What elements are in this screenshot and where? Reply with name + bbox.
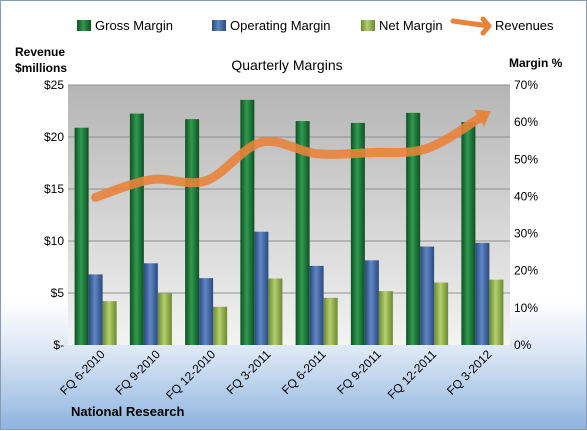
legend-label-net-margin: Net Margin <box>379 18 443 33</box>
bar-net-margin-2 <box>158 293 172 345</box>
bar-net-margin-8 <box>489 280 503 345</box>
left-tick-label: $- <box>53 338 64 352</box>
legend-label-revenues: Revenues <box>495 18 554 33</box>
bar-operating-margin-7 <box>420 247 434 345</box>
bar-gross-margin-4 <box>240 100 254 345</box>
bar-net-margin-3 <box>213 307 227 345</box>
chart-title: Quarterly Margins <box>231 57 342 73</box>
right-tick-label: 30% <box>514 227 538 241</box>
left-axis-title-line1: Revenue <box>15 45 65 59</box>
left-tick-label: $25 <box>44 78 64 92</box>
bar-operating-margin-8 <box>475 243 489 345</box>
x-tick-label: FQ 9-2010 <box>113 347 164 398</box>
right-tick-label: 40% <box>514 189 538 203</box>
legend-swatch-gross-margin <box>77 20 91 31</box>
legend-swatch-operating-margin <box>212 20 226 31</box>
bar-net-margin-4 <box>268 279 282 345</box>
right-axis-title: Margin % <box>509 56 563 70</box>
left-tick-label: $15 <box>44 182 64 196</box>
bar-operating-margin-3 <box>199 278 213 345</box>
source-label: National Research <box>71 404 184 419</box>
x-tick-label: FQ 12-2011 <box>385 347 440 402</box>
legend: Gross Margin Operating Margin Net Margin… <box>77 18 554 33</box>
bar-gross-margin-2 <box>130 114 144 345</box>
bar-gross-margin-1 <box>75 128 89 345</box>
left-tick-label: $10 <box>44 234 64 248</box>
legend-swatch-revenues <box>453 19 489 33</box>
bar-gross-margin-3 <box>185 119 199 345</box>
right-tick-label: 50% <box>514 152 538 166</box>
x-tick-label: FQ 9-2011 <box>334 347 384 397</box>
bar-operating-margin-5 <box>310 266 324 345</box>
right-tick-label: 60% <box>514 115 538 129</box>
x-tick-label: FQ 12-2010 <box>163 347 218 402</box>
bar-operating-margin-1 <box>89 274 103 345</box>
right-tick-label: 0% <box>514 338 532 352</box>
left-axis-ticks: $- $5 $10 $15 $20 $25 <box>44 78 64 352</box>
right-axis-ticks: 0% 10% 20% 30% 40% 50% 60% 70% <box>514 78 538 352</box>
bar-gross-margin-8 <box>461 122 475 345</box>
bar-operating-margin-4 <box>254 232 268 345</box>
legend-label-operating-margin: Operating Margin <box>230 18 330 33</box>
right-tick-label: 20% <box>514 264 538 278</box>
x-tick-label: FQ 3-2011 <box>224 347 274 397</box>
bar-net-margin-5 <box>324 298 338 345</box>
x-tick-label: FQ 3-2012 <box>444 347 495 398</box>
left-tick-label: $20 <box>44 130 64 144</box>
bar-operating-margin-2 <box>144 263 158 345</box>
left-tick-label: $5 <box>51 286 65 300</box>
right-tick-label: 70% <box>514 78 538 92</box>
bar-net-margin-1 <box>103 301 117 345</box>
legend-swatch-net-margin <box>361 20 375 31</box>
left-axis-title-line2: $millions <box>15 61 67 75</box>
bar-net-margin-7 <box>434 283 448 345</box>
right-tick-label: 10% <box>514 301 538 315</box>
bar-operating-margin-6 <box>365 260 379 345</box>
x-tick-label: FQ 6-2010 <box>57 347 108 398</box>
bar-net-margin-6 <box>379 291 393 345</box>
legend-label-gross-margin: Gross Margin <box>95 18 173 33</box>
x-tick-label: FQ 6-2011 <box>279 347 329 397</box>
